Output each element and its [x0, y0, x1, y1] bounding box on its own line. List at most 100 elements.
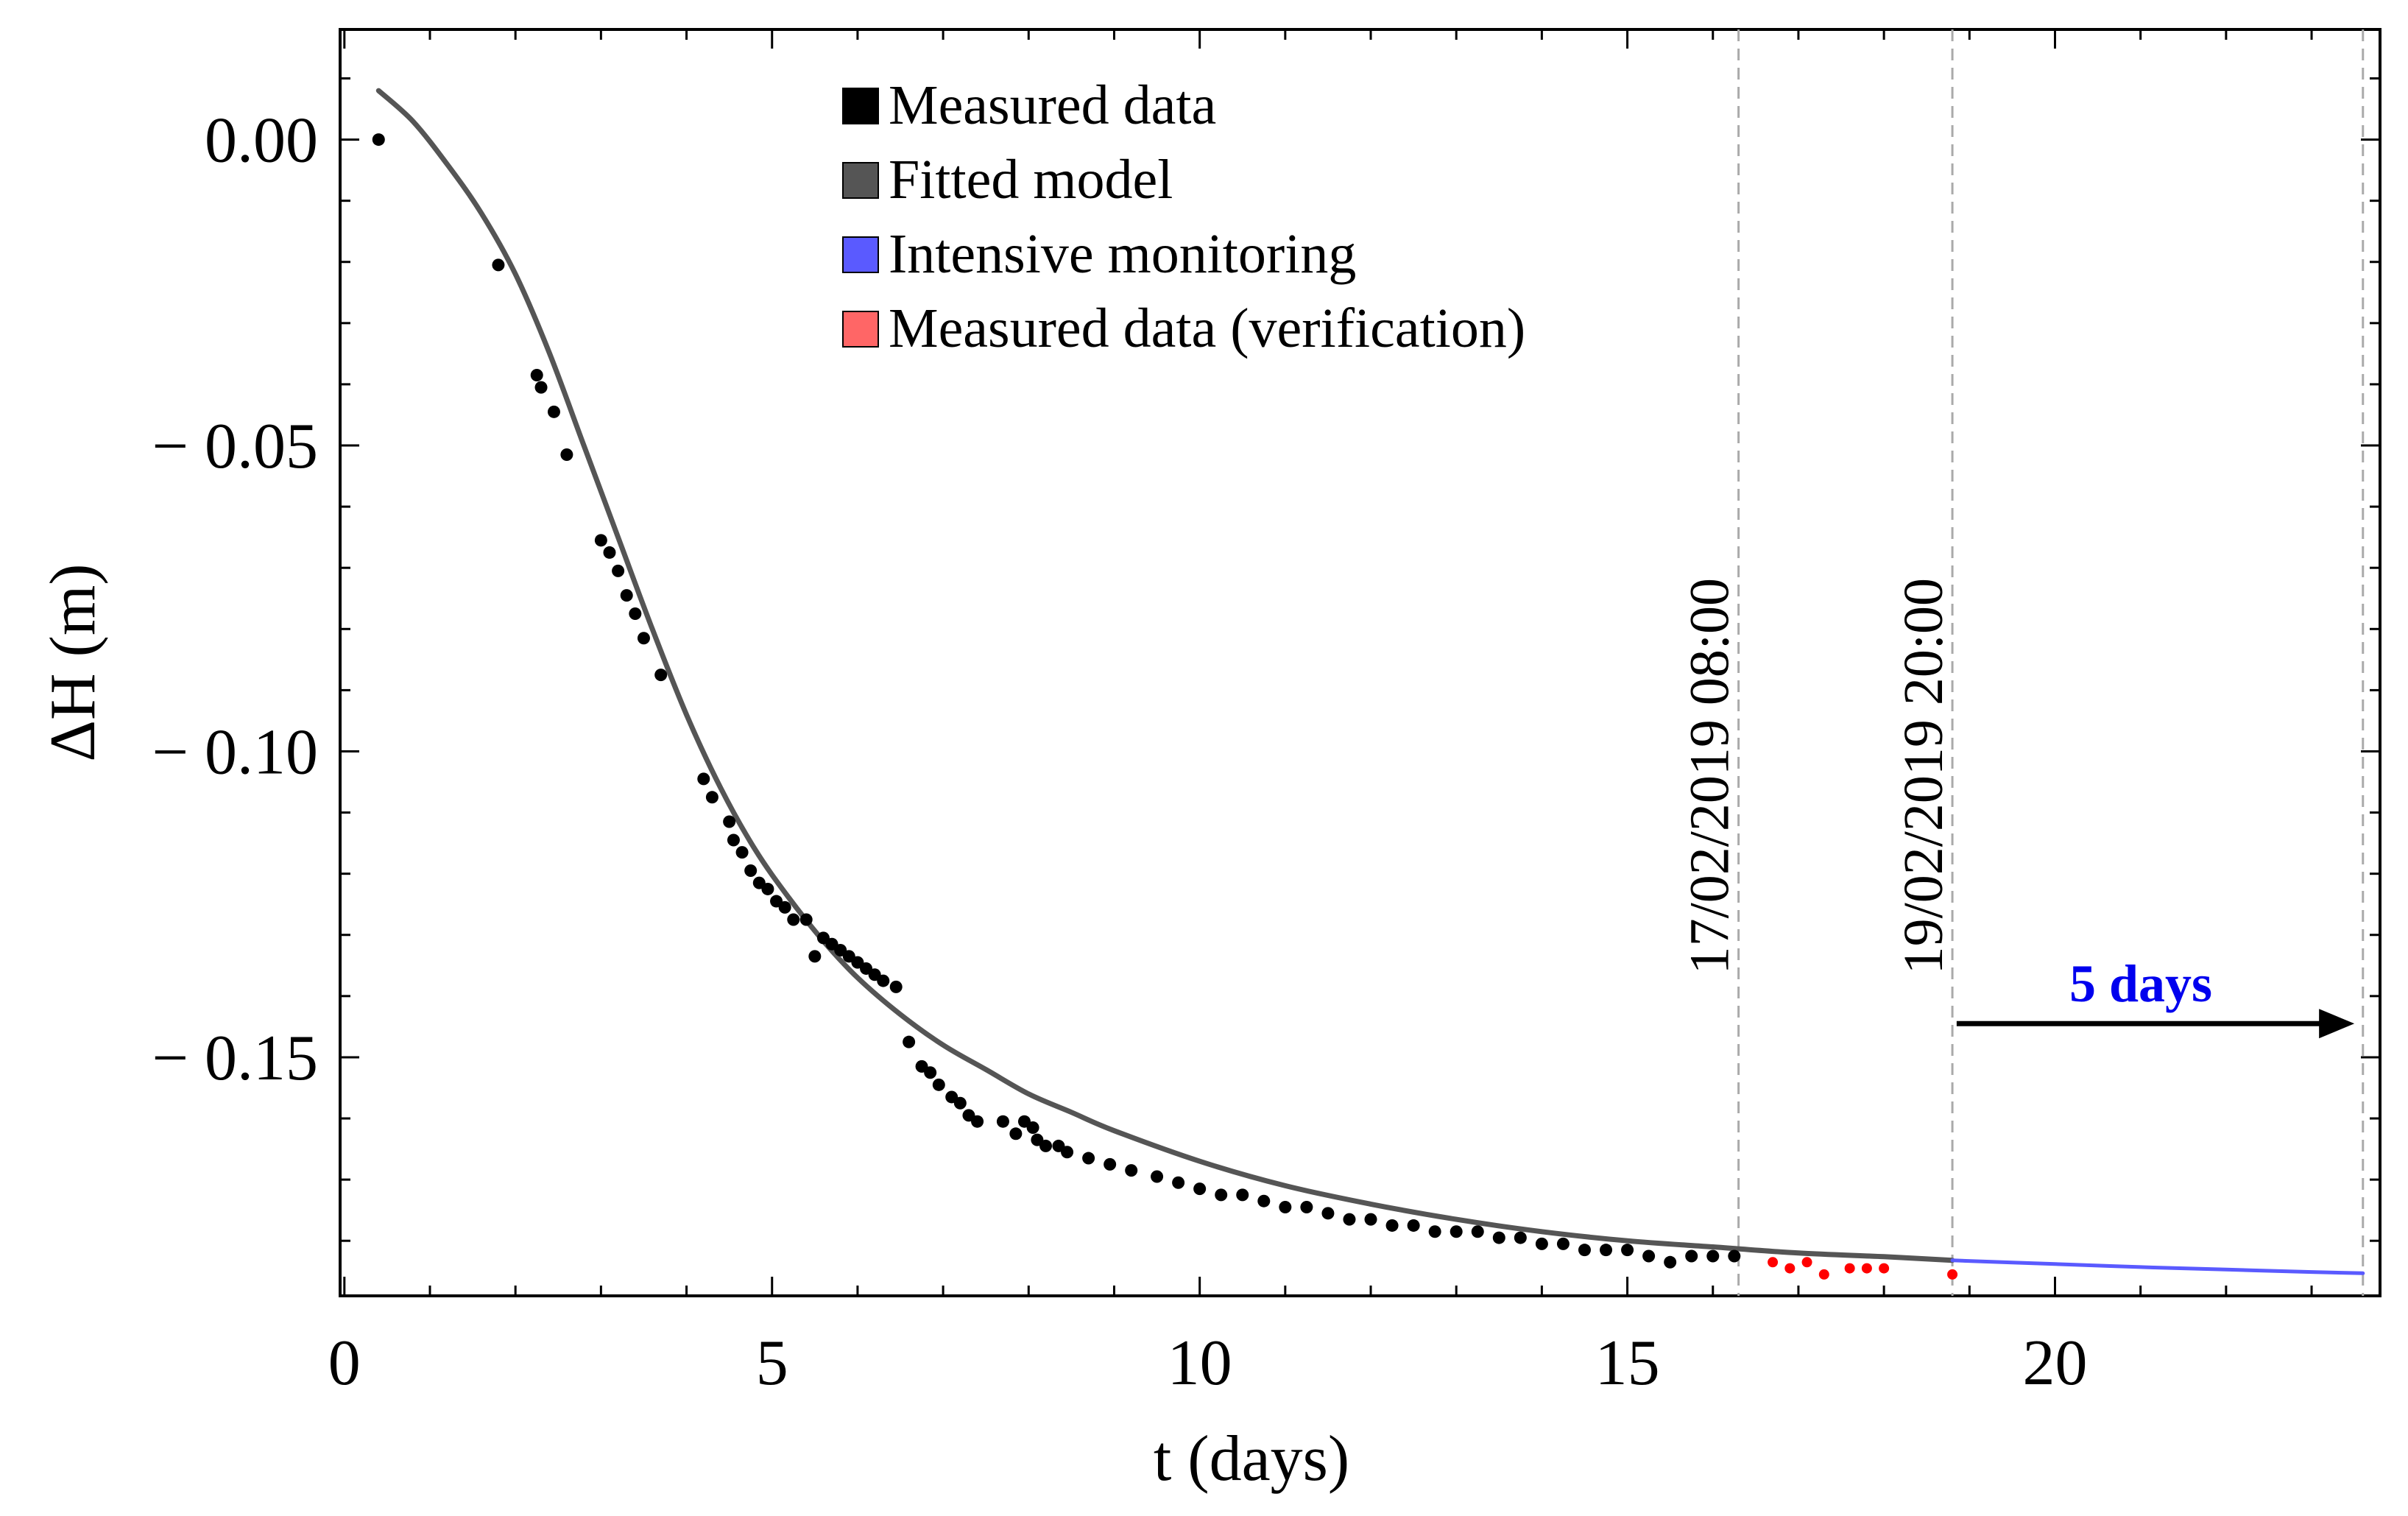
measured-point: [877, 974, 890, 987]
measured-point: [1556, 1237, 1570, 1250]
measured-point: [1061, 1146, 1074, 1159]
y-tick-label: − 0.05: [152, 411, 318, 482]
measured-point: [637, 632, 650, 645]
measured-point: [1514, 1231, 1527, 1244]
measured-point: [705, 791, 718, 804]
measured-point: [1535, 1237, 1548, 1250]
legend-swatch: [842, 236, 879, 273]
legend: Measured data Fitted model Intensive monit…: [842, 74, 1525, 359]
fitted-model-line: [375, 88, 1955, 1263]
measured-point: [1492, 1231, 1505, 1244]
measured-point: [1039, 1139, 1053, 1152]
measured-point: [1026, 1121, 1039, 1134]
verification-point: [1784, 1263, 1796, 1274]
legend-label: Measured data: [889, 74, 1216, 136]
measured-point: [1578, 1244, 1591, 1257]
measured-point: [620, 589, 633, 602]
measured-point: [547, 405, 560, 418]
x-tick-label: 15: [1595, 1328, 1660, 1399]
measured-point: [1728, 1249, 1741, 1263]
measured-point: [932, 1078, 945, 1091]
measured-point: [1321, 1207, 1335, 1220]
x-tick-label: 0: [328, 1328, 361, 1399]
verification-point: [1947, 1269, 1958, 1280]
measured-point: [1364, 1213, 1377, 1226]
measured-point: [1642, 1249, 1656, 1263]
measured-point: [1193, 1182, 1207, 1196]
measured-point: [889, 980, 903, 993]
measured-point: [735, 846, 749, 859]
verification-point: [1768, 1257, 1779, 1268]
legend-swatch: [842, 311, 879, 348]
measured-point: [492, 258, 505, 272]
measured-point: [787, 913, 800, 926]
measured-point: [723, 815, 736, 828]
y-tick-label: − 0.10: [152, 716, 318, 788]
verification-point: [1844, 1263, 1855, 1274]
measured-point: [1471, 1225, 1484, 1238]
measured-point: [1125, 1164, 1138, 1177]
measured-point: [654, 669, 668, 682]
verification-point: [1818, 1269, 1829, 1280]
measured-point: [761, 882, 774, 895]
verification-point: [1861, 1263, 1872, 1274]
measured-point: [1685, 1249, 1698, 1263]
measured-point: [996, 1115, 1009, 1128]
measured-point: [1215, 1188, 1228, 1202]
measured-point: [1300, 1201, 1313, 1214]
measured-point: [1343, 1213, 1356, 1226]
measured-point: [594, 534, 607, 547]
plot-frame: [339, 28, 2381, 1297]
measured-point: [727, 833, 740, 847]
measured-point: [534, 381, 548, 394]
vertical-line-label: 17/02/2019 08:00: [1679, 578, 1741, 974]
legend-swatch: [842, 88, 879, 124]
measured-point: [1706, 1249, 1720, 1263]
measured-point: [971, 1115, 984, 1128]
measured-point: [1104, 1157, 1117, 1171]
y-tick-label: − 0.15: [152, 1023, 318, 1094]
legend-label: Fitted model: [889, 149, 1173, 211]
y-axis-title: ΔH (m): [38, 563, 109, 761]
measured-point: [1172, 1176, 1185, 1189]
measured-point: [530, 368, 543, 381]
measured-point: [903, 1035, 916, 1048]
measured-point: [924, 1066, 937, 1079]
measured-point: [697, 772, 710, 786]
arrow-head: [2319, 1009, 2355, 1039]
measured-point: [778, 900, 791, 914]
legend-label: Intensive monitoring: [889, 223, 1356, 285]
measured-point: [1279, 1201, 1292, 1214]
intensive-monitoring-line: [1950, 1258, 2365, 1275]
measured-point: [1257, 1194, 1271, 1207]
measured-point: [808, 950, 822, 963]
measured-point: [799, 913, 813, 926]
measured-point: [1236, 1188, 1249, 1202]
measured-point: [1009, 1127, 1023, 1140]
legend-label: Measured data (verification): [889, 297, 1525, 359]
measured-point: [612, 564, 625, 577]
duration-arrow: 5 days: [1956, 954, 2355, 1039]
vertical-lines: 17/02/2019 08:00 19/02/2019 20:00: [1679, 29, 2365, 1296]
axis-ticks: 0 5 10 15 20 0.00 − 0.05 − 0.10 − 0.15: [152, 29, 2380, 1399]
vertical-line-label: 19/02/2019 20:00: [1893, 578, 1955, 974]
x-tick-label: 20: [2022, 1328, 2087, 1399]
measured-point: [629, 607, 642, 621]
measured-point: [953, 1096, 967, 1110]
measured-point: [1428, 1225, 1441, 1238]
measured-point: [1082, 1152, 1095, 1165]
verification-point: [1801, 1257, 1812, 1268]
measured-point: [1385, 1219, 1399, 1232]
y-tick-label: 0.00: [205, 105, 318, 177]
measured-point: [1450, 1225, 1463, 1238]
measured-point: [1664, 1255, 1677, 1269]
measured-point: [1621, 1244, 1634, 1257]
legend-swatch: [842, 162, 879, 199]
measured-point: [372, 133, 385, 147]
arrow-label: 5 days: [2069, 954, 2212, 1013]
measured-point: [1407, 1219, 1420, 1232]
measured-point: [1151, 1170, 1164, 1183]
measured-point: [744, 864, 758, 878]
